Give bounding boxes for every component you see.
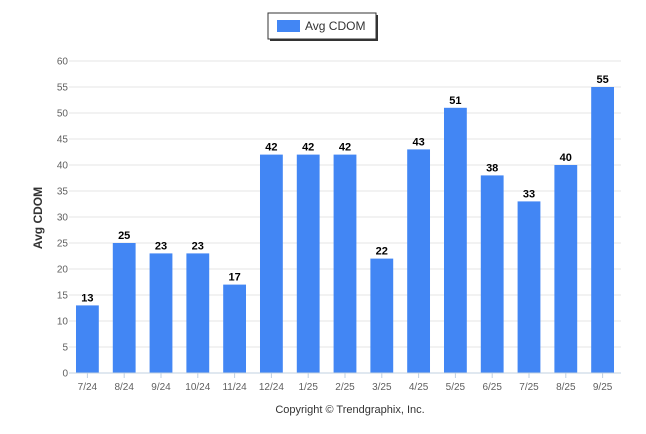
data-label-11/24: 17: [228, 272, 240, 284]
x-tick-label-11/24: 11/24: [222, 382, 247, 393]
bar-7/25[interactable]: [517, 201, 541, 373]
data-label-9/25: 55: [596, 74, 608, 86]
x-tick-label-6/25: 6/25: [482, 382, 502, 393]
bar-8/25[interactable]: [554, 165, 578, 373]
x-tick-label-10/24: 10/24: [185, 382, 210, 393]
data-label-2/25: 42: [339, 142, 351, 154]
y-tick-label-50: 50: [57, 109, 69, 120]
data-label-7/25: 33: [523, 188, 535, 200]
bar-6/25[interactable]: [480, 175, 504, 373]
x-tick-label-7/24: 7/24: [78, 382, 98, 393]
bar-7/24[interactable]: [75, 305, 99, 373]
y-axis-label: Avg CDOM: [31, 187, 45, 249]
x-tick-label-5/25: 5/25: [446, 382, 466, 393]
y-tick-label-55: 55: [57, 83, 69, 94]
data-labels: 13 25 23 23 17 42 42 42 22 43 51 38 33 40 55: [81, 74, 608, 304]
x-tick-label-2/25: 2/25: [335, 382, 355, 393]
legend-swatch: [277, 20, 300, 32]
bar-series: [75, 87, 615, 374]
y-tick-label-35: 35: [57, 187, 69, 198]
bar-3/25[interactable]: [370, 258, 394, 373]
y-tick-label-25: 25: [57, 239, 69, 250]
bar-2/25[interactable]: [333, 154, 357, 373]
data-label-5/25: 51: [449, 95, 461, 107]
data-label-8/24: 25: [118, 230, 130, 242]
data-label-7/24: 13: [81, 292, 93, 304]
x-tick-label-9/24: 9/24: [151, 382, 171, 393]
bar-1/25[interactable]: [296, 154, 320, 373]
legend-item-avg-cdom[interactable]: Avg CDOM: [305, 19, 365, 33]
bar-12/24[interactable]: [259, 154, 283, 373]
y-tick-label-15: 15: [57, 291, 69, 302]
y-tick-label-45: 45: [57, 135, 69, 146]
x-tick-label-8/24: 8/24: [114, 382, 134, 393]
y-tick-label-20: 20: [57, 265, 69, 276]
bar-9/25[interactable]: [591, 87, 615, 373]
data-label-1/25: 42: [302, 142, 314, 154]
data-label-8/25: 40: [560, 152, 572, 164]
data-label-4/25: 43: [412, 136, 424, 148]
y-tick-label-30: 30: [57, 213, 69, 224]
y-tick-label-0: 0: [62, 369, 68, 380]
bar-11/24[interactable]: [223, 284, 247, 373]
data-label-9/24: 23: [155, 240, 167, 252]
y-tick-label-40: 40: [57, 161, 69, 172]
x-tick-label-12/24: 12/24: [259, 382, 284, 393]
data-label-6/25: 38: [486, 162, 498, 174]
bar-4/25[interactable]: [407, 149, 431, 373]
y-axis-tick-labels: 0 5 10 15 20 25 30 35 40 45 50 55 60: [57, 57, 69, 380]
y-tick-label-60: 60: [57, 57, 69, 68]
x-tick-label-9/25: 9/25: [593, 382, 613, 393]
x-tick-label-8/25: 8/25: [556, 382, 576, 393]
legend[interactable]: Avg CDOM: [267, 12, 378, 41]
x-tick-label-7/25: 7/25: [519, 382, 539, 393]
y-tick-label-5: 5: [62, 343, 68, 354]
y-tick-label-10: 10: [57, 317, 69, 328]
bar-8/24[interactable]: [112, 243, 136, 373]
data-label-10/24: 23: [192, 240, 204, 252]
bar-5/25[interactable]: [443, 107, 467, 374]
x-tick-label-3/25: 3/25: [372, 382, 392, 393]
x-tick-label-4/25: 4/25: [409, 382, 429, 393]
bar-9/24[interactable]: [149, 253, 173, 373]
data-label-12/24: 42: [265, 142, 277, 154]
x-tick-label-1/25: 1/25: [298, 382, 318, 393]
credits: Copyright © Trendgraphix, Inc.: [275, 404, 424, 416]
data-label-3/25: 22: [376, 246, 388, 258]
bar-10/24[interactable]: [186, 253, 210, 373]
x-axis-tick-labels: 7/24 8/24 9/24 10/24 11/24 12/24 1/25 2/25 3/25 4…: [78, 373, 613, 393]
